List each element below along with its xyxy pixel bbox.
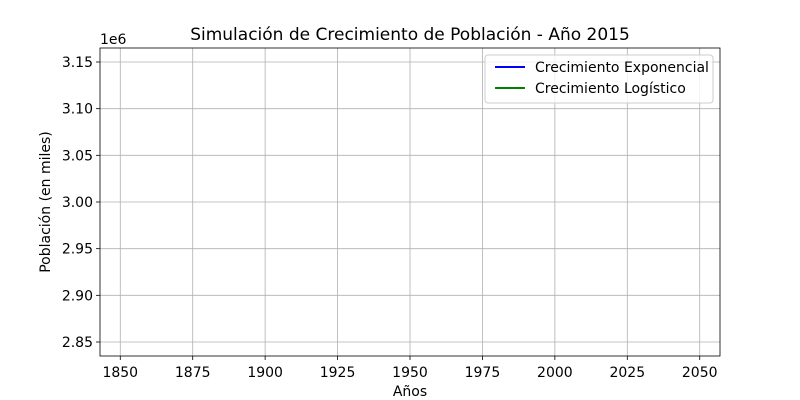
x-tick-label: 1925: [320, 365, 356, 381]
chart-title: Simulación de Crecimiento de Población -…: [190, 25, 630, 45]
x-tick-label: 1850: [102, 365, 138, 381]
y-tick-label: 2.90: [62, 288, 93, 304]
x-tick-label: 1900: [247, 365, 283, 381]
y-tick-label: 2.85: [62, 335, 93, 351]
x-tick-label: 2000: [537, 365, 573, 381]
x-tick-label: 2025: [609, 365, 645, 381]
x-tick-label: 1950: [392, 365, 428, 381]
ticks: 1850 1875 1900 1925 1950 1975 2000 2025 2050 2.85…: [62, 55, 718, 381]
x-tick-label: 1875: [175, 365, 211, 381]
y-tick-label: 2.95: [62, 242, 93, 258]
y-offset-text: 1e6: [100, 32, 127, 48]
legend-label-logistic: Crecimiento Logístico: [535, 81, 686, 97]
y-axis-label: Población (en miles): [38, 131, 54, 273]
x-tick-label: 2050: [682, 365, 718, 381]
legend-label-exponential: Crecimiento Exponencial: [535, 60, 709, 76]
y-tick-label: 3.00: [62, 195, 93, 211]
y-tick-label: 3.10: [62, 102, 93, 118]
y-tick-label: 3.15: [62, 55, 93, 71]
y-tick-label: 3.05: [62, 148, 93, 164]
legend: Crecimiento Exponencial Crecimiento Logí…: [484, 54, 714, 104]
x-tick-label: 1975: [465, 365, 501, 381]
legend-box: [484, 54, 714, 104]
x-axis-label: Años: [393, 384, 427, 400]
